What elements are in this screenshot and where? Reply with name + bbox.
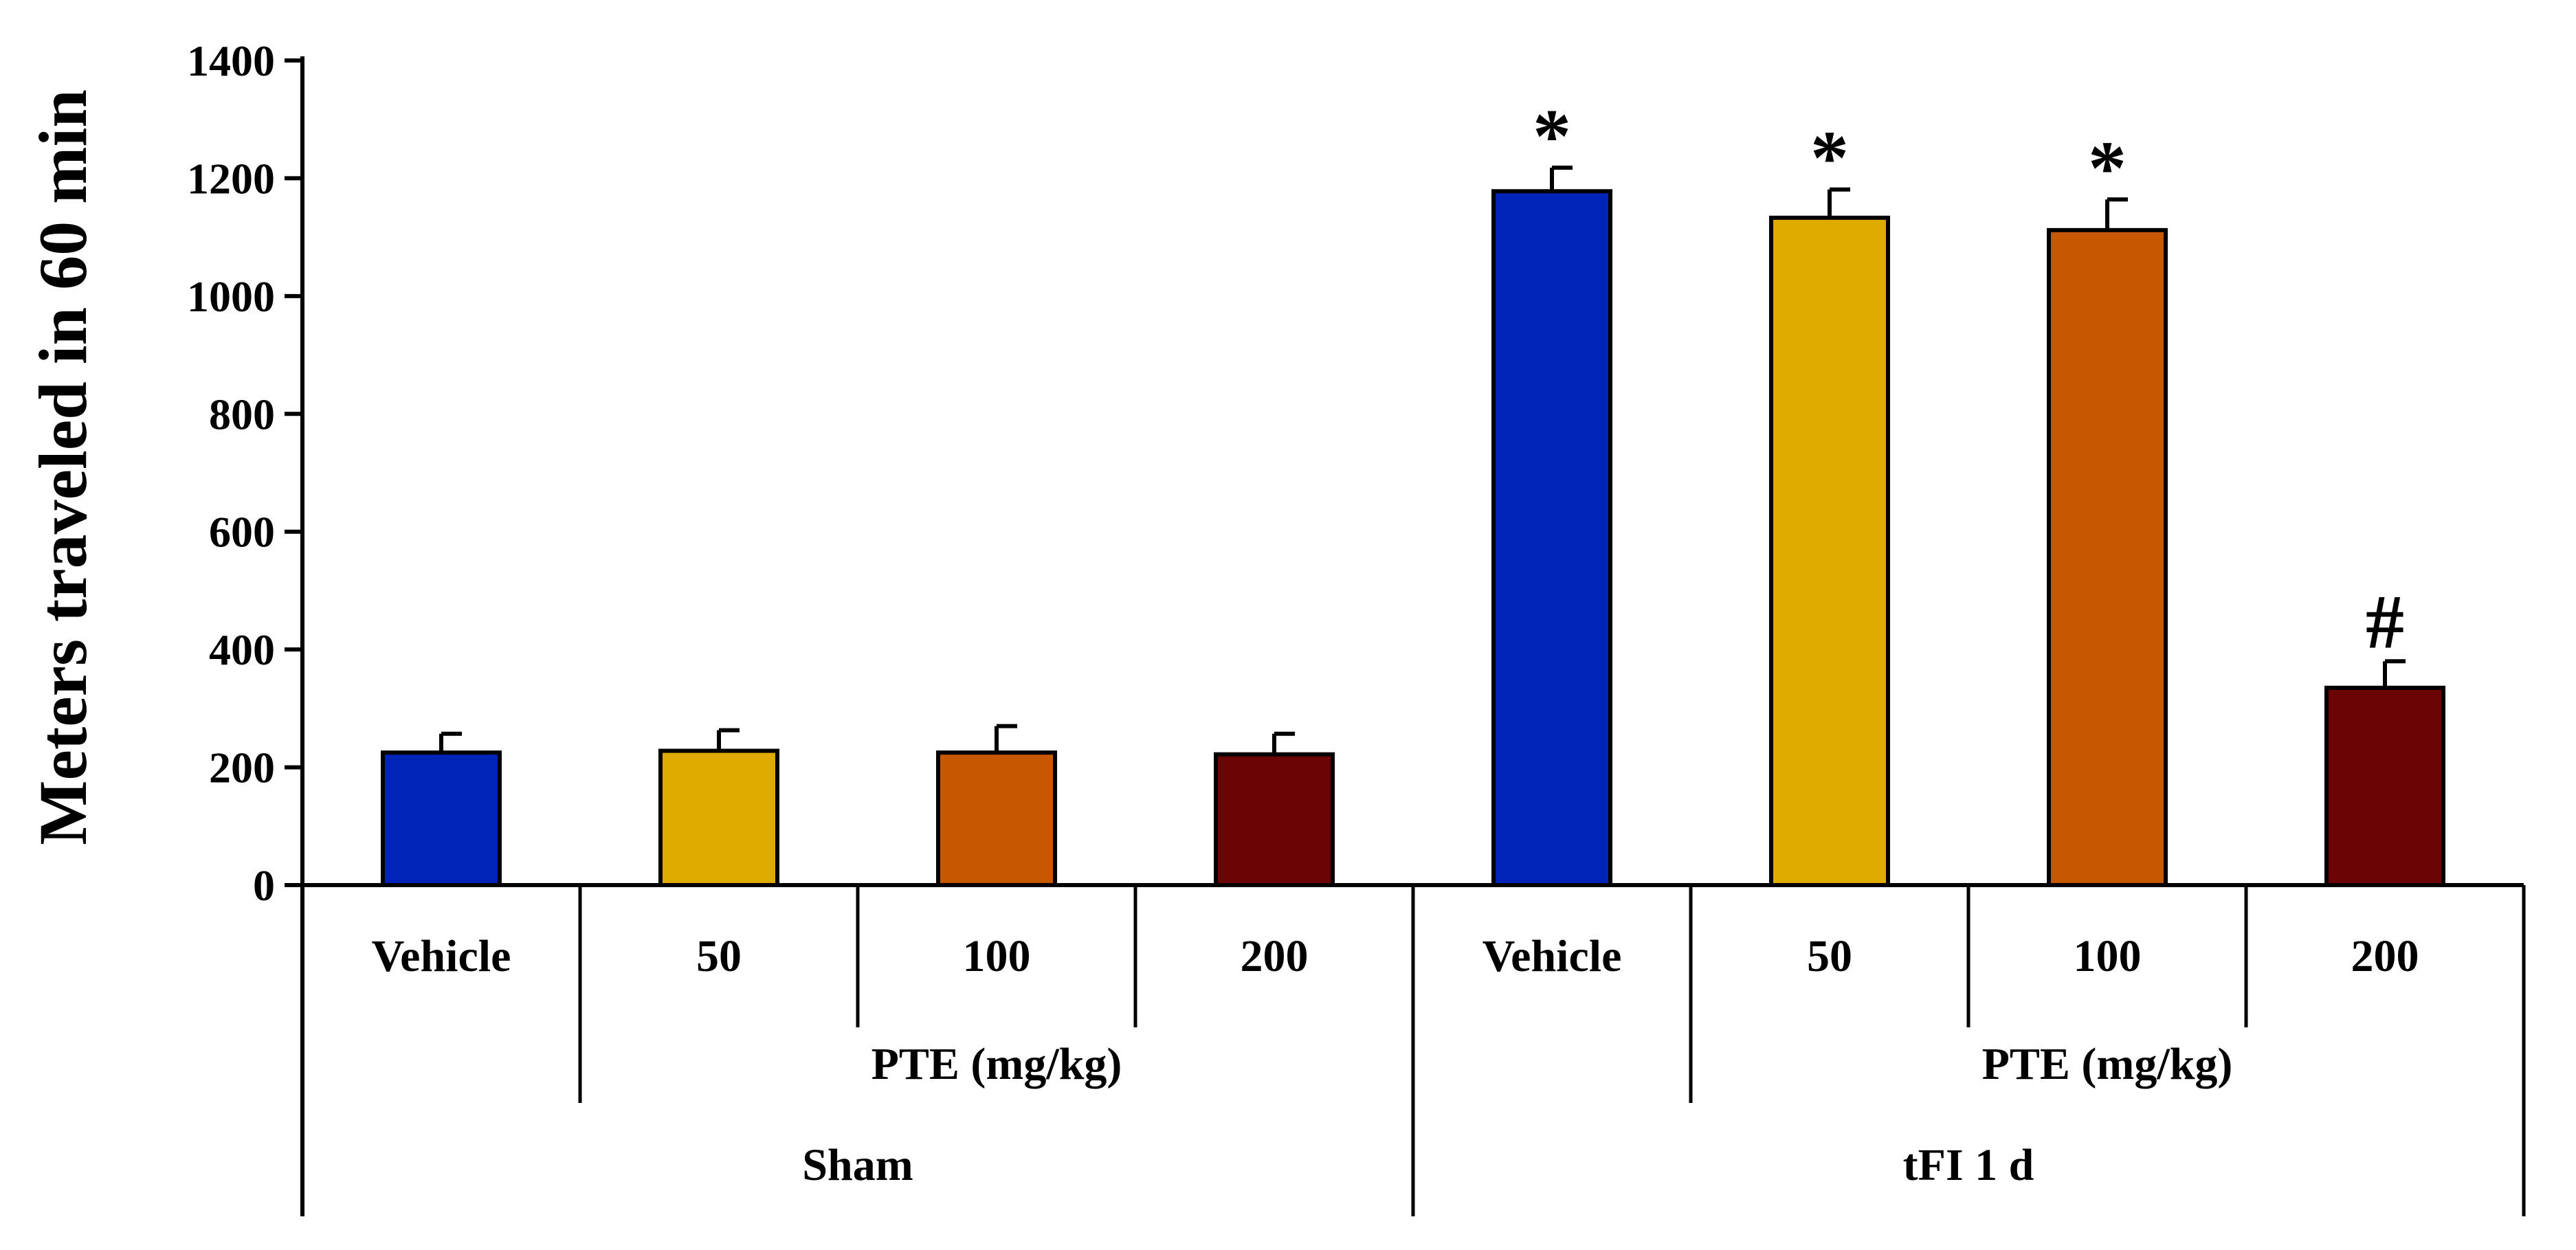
- category-label-8: 200: [2351, 931, 2419, 981]
- bar-3: [936, 750, 1057, 887]
- y-tick-label: 600: [209, 508, 275, 557]
- subgroup-label-2: PTE (mg/kg): [1982, 1039, 2233, 1089]
- category-label-3: 100: [963, 931, 1031, 981]
- category-label-1: Vehicle: [372, 931, 511, 981]
- bar-2: [658, 748, 779, 887]
- y-tick-label: 0: [253, 861, 275, 910]
- significance-marker-8: #: [2366, 579, 2404, 665]
- category-label-4: 200: [1241, 931, 1309, 981]
- bars: * * * #: [381, 94, 2445, 888]
- category-label-2: 50: [696, 931, 742, 981]
- y-tick-label: 1000: [187, 272, 275, 321]
- category-label-7: 100: [2074, 931, 2142, 981]
- y-tick-label: 800: [209, 390, 275, 438]
- subgroup-label-1: PTE (mg/kg): [871, 1039, 1122, 1089]
- bar-5: [1491, 189, 1612, 887]
- group-label-2: tFI 1 d: [1903, 1140, 2034, 1190]
- bar-8: [2324, 685, 2445, 887]
- y-axis: 0 200 400 600 800 1000 1200 1400: [187, 36, 304, 1216]
- y-tick-label: 400: [209, 625, 275, 674]
- y-tick-label: 1200: [187, 154, 275, 203]
- group-label-1: Sham: [802, 1140, 913, 1190]
- y-tick-label: 1400: [187, 36, 275, 85]
- bar-1: [381, 750, 502, 887]
- significance-marker-6: *: [1810, 116, 1849, 201]
- bar-6: [1769, 215, 1890, 888]
- x-axis: Vehicle 50 100 200 Vehicle 50 100 200 PTE (mg/kg…: [302, 883, 2526, 1216]
- y-axis-title: Meters traveled in 60 min: [25, 89, 101, 845]
- category-label-5: Vehicle: [1483, 931, 1622, 981]
- bar-4: [1214, 752, 1335, 887]
- category-label-6: 50: [1807, 931, 1852, 981]
- y-tick-label: 200: [209, 744, 275, 792]
- significance-marker-5: *: [1533, 94, 1571, 179]
- significance-marker-7: *: [2088, 126, 2127, 211]
- bar-7: [2047, 227, 2168, 888]
